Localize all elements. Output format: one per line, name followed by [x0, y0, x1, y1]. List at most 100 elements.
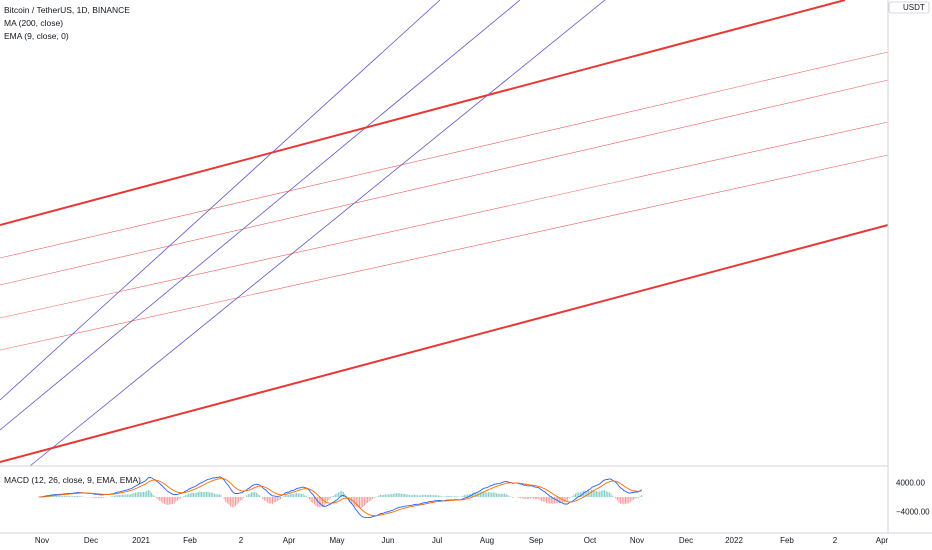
macd-histogram-bar — [183, 496, 185, 497]
macd-histogram-bar — [130, 494, 132, 497]
macd-histogram-bar — [579, 492, 581, 497]
macd-histogram-bar — [292, 494, 294, 497]
macd-histogram-bar — [199, 491, 201, 497]
macd-histogram-bar — [201, 491, 203, 497]
macd-histogram-bar — [396, 493, 398, 497]
macd-histogram-bar — [225, 497, 227, 502]
macd-histogram-bar — [624, 497, 626, 504]
macd-histogram-bar — [618, 497, 620, 503]
macd-histogram-bar — [405, 494, 407, 497]
macd-histogram-bar — [402, 493, 404, 497]
time-tick-label: 2021 — [132, 536, 150, 545]
macd-histogram-bar — [281, 497, 283, 498]
macd-histogram-bar — [122, 494, 124, 497]
macd-histogram-bar — [355, 497, 357, 508]
macd-histogram-bar — [420, 495, 422, 497]
macd-histogram-bar — [146, 490, 148, 497]
macd-histogram-bar — [521, 497, 523, 499]
macd-histogram-bar — [165, 497, 167, 505]
macd-histogram-bar — [508, 496, 510, 497]
macd-histogram-bar — [425, 494, 427, 497]
macd-histogram-bar — [565, 497, 567, 502]
macd-histogram-bar — [433, 495, 435, 497]
macd-histogram-bar — [283, 496, 285, 497]
macd-histogram-bar — [341, 490, 343, 497]
time-tick-label: May — [329, 536, 344, 545]
macd-histogram-bar — [575, 493, 577, 497]
macd-histogram-bar — [362, 497, 364, 508]
macd-histogram-bar — [184, 495, 186, 497]
macd-histogram-bar — [520, 497, 522, 499]
macd-histogram-bar — [138, 491, 140, 497]
macd-histogram-bar — [607, 492, 609, 497]
macd-histogram-bar — [628, 497, 630, 504]
macd-histogram-bar — [164, 497, 166, 504]
macd-histogram-bar — [141, 492, 143, 497]
macd-histogram-bar — [594, 490, 596, 497]
macd-histogram-bar — [457, 496, 459, 497]
macd-histogram-bar — [228, 497, 230, 505]
macd-histogram-bar — [529, 497, 531, 499]
macd-histogram-bar — [309, 497, 311, 500]
macd-histogram-bar — [176, 497, 178, 501]
macd-histogram-bar — [233, 497, 235, 508]
parallel-channel-lines — [0, 0, 606, 467]
macd-histogram-bar — [170, 497, 172, 505]
macd-histogram-bar — [68, 496, 70, 497]
macd-histogram-bar — [152, 494, 154, 497]
macd-histogram-bar — [338, 492, 340, 497]
macd-histogram-bar — [57, 495, 59, 497]
macd-histogram-bar — [125, 494, 127, 497]
macd-histogram-bar — [413, 494, 415, 497]
macd-histogram-bar — [637, 497, 639, 498]
macd-histogram-bar — [523, 497, 525, 500]
price-axis[interactable]: USDT84000.0080000.0076000.0072000.006700… — [871, 0, 931, 533]
macd-histogram-bar — [591, 490, 593, 497]
macd-histogram-bar — [263, 497, 265, 501]
macd-histogram-bar — [172, 497, 174, 504]
macd-histogram-bar — [310, 497, 312, 503]
macd-histogram-bar — [528, 497, 530, 499]
macd-histogram-bar — [307, 497, 309, 498]
channel-boundary-line — [0, 224, 889, 463]
macd-histogram-bar — [454, 496, 456, 497]
macd-histogram-bar — [444, 496, 446, 497]
macd-histogram-bar — [473, 492, 475, 497]
macd-histogram-bar — [73, 495, 75, 497]
macd-histogram-bar — [144, 491, 146, 497]
time-tick-label: 2 — [239, 536, 244, 545]
macd-histogram-bar — [226, 497, 228, 504]
macd-histogram-bar — [629, 497, 631, 503]
macd-histogram-bar — [65, 495, 67, 497]
macd-histogram-bar — [230, 497, 232, 507]
macd-histogram-bar — [417, 495, 419, 497]
macd-histogram-bar — [438, 495, 440, 497]
macd-histogram-bar — [304, 495, 306, 497]
macd-histogram-bar — [539, 497, 541, 501]
macd-histogram-bar — [589, 490, 591, 497]
macd-histogram-bar — [483, 491, 485, 497]
time-axis[interactable]: Nov Dec 2021 Feb 2 Apr May Jun Jul Aug Sep Oct Nov De… — [0, 532, 932, 545]
macd-histogram-bar — [168, 497, 170, 505]
macd-histogram-bar — [381, 495, 383, 497]
macd-histogram-bar — [602, 490, 604, 497]
macd-histogram-bar — [78, 496, 80, 497]
macd-histogram-bar — [547, 497, 549, 504]
macd-histogram-bar — [196, 492, 198, 497]
macd-histogram-bar — [552, 497, 554, 505]
macd-histogram-bar — [558, 497, 560, 504]
macd-histogram-bar — [333, 495, 335, 497]
macd-histogram-bar — [254, 492, 256, 497]
macd-histogram-bar — [462, 495, 464, 497]
macd-histogram-bar — [536, 497, 538, 499]
macd-histogram-bar — [151, 492, 153, 497]
macd-histogram-bar — [157, 497, 159, 500]
macd-histogram-bar — [217, 494, 219, 497]
macd-histogram-bar — [489, 492, 491, 497]
macd-histogram-bar — [331, 496, 333, 497]
macd-histogram-bar — [210, 492, 212, 497]
macd-histogram-bar — [537, 497, 539, 499]
macd-histogram-bar — [597, 491, 599, 497]
macd-histogram-bar — [505, 493, 507, 497]
